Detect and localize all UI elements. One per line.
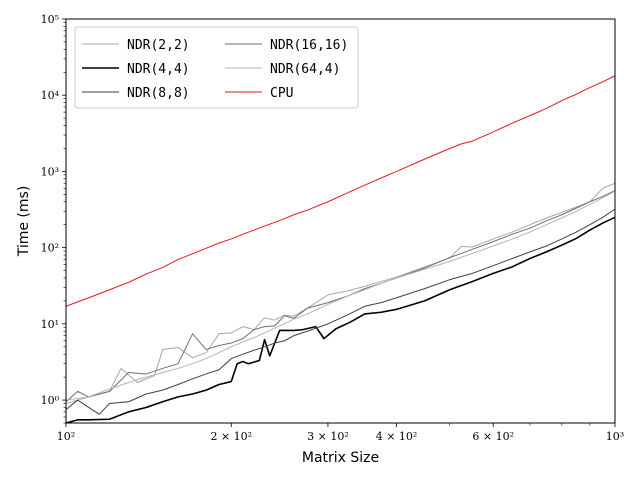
y-tick-label: 10¹	[41, 318, 59, 331]
series-lines	[65, 75, 616, 424]
series-line-3	[65, 190, 616, 403]
x-axis-label: Matrix Size	[302, 450, 379, 466]
legend: NDR(2,2) NDR(4,4) NDR(8,8) NDR(16,16) NDR(64…	[74, 26, 359, 109]
legend-box	[74, 26, 359, 109]
plot-frame	[65, 18, 616, 424]
y-axis-ticks: 10⁰ 10¹ 10² 10³ 10⁴ 10⁵	[41, 13, 66, 424]
series-line-2	[65, 208, 616, 415]
x-tick-label: 10²	[57, 430, 75, 443]
x-tick-label: 4 × 10²	[376, 430, 418, 443]
legend-label-1: NDR(4,4)	[127, 62, 190, 77]
y-tick-label: 10³	[41, 165, 59, 178]
series-line-1	[65, 216, 616, 424]
legend-label-5: CPU	[270, 86, 293, 101]
y-tick-label: 10⁵	[41, 13, 59, 26]
series-line-4	[65, 190, 616, 401]
legend-label-3: NDR(16,16)	[270, 38, 348, 53]
x-tick-label: 3 × 10²	[307, 430, 349, 443]
legend-label-2: NDR(8,8)	[127, 86, 190, 101]
y-tick-label: 10⁴	[41, 89, 60, 102]
x-tick-label: 10³	[606, 430, 624, 443]
legend-label-0: NDR(2,2)	[127, 38, 190, 53]
x-tick-label: 2 × 10²	[210, 430, 252, 443]
y-tick-label: 10⁰	[41, 394, 60, 407]
x-tick-label: 6 × 10²	[472, 430, 514, 443]
y-tick-label: 10²	[41, 242, 59, 255]
x-axis-ticks: 10² 2 × 10² 3 × 10² 4 × 10² 6 × 10² 10³	[57, 423, 624, 443]
series-line-0	[65, 182, 616, 405]
series-line-5	[65, 75, 616, 307]
legend-label-4: NDR(64,4)	[270, 62, 340, 77]
y-axis-label: Time (ms)	[16, 186, 32, 258]
